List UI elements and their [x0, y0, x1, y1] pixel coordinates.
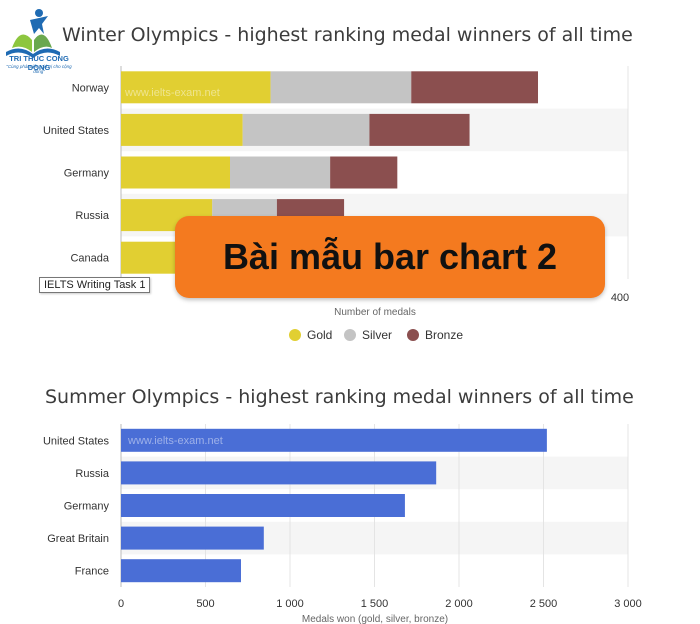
x-tick-label: 2 500 [530, 598, 558, 610]
summer-olympics-chart: United States Russia Germany Great Britain F… [43, 424, 642, 624]
bar-gold-norway [121, 71, 271, 104]
x-tick-label: 1 000 [276, 598, 304, 610]
category-label: United States [43, 435, 110, 447]
bar-bronze-germany [330, 156, 398, 189]
bar-france [121, 559, 241, 583]
winter-chart-title: Winter Olympics - highest ranking medal … [62, 24, 633, 46]
category-label: Russia [75, 468, 110, 480]
tooltip: IELTS Writing Task 1 [39, 277, 151, 293]
legend-label-gold: Gold [307, 328, 332, 342]
bar-bronze-united-states [369, 113, 470, 146]
legend-label-bronze: Bronze [425, 328, 463, 342]
category-label: Germany [64, 501, 110, 513]
x-tick-label: 3 000 [614, 598, 642, 610]
x-axis-title: Number of medals [334, 307, 416, 318]
logo-slogan: "Cùng phát triển, giá trị cho cộng đồng" [6, 64, 72, 74]
summer-chart-title: Summer Olympics - highest ranking medal … [45, 386, 634, 408]
winter-olympics-chart: Norway United States Germany Russia Canada ww… [43, 66, 629, 342]
bar-great-britain [121, 526, 264, 550]
x-axis-title: Medals won (gold, silver, bronze) [302, 614, 448, 624]
logo-icon [6, 9, 60, 58]
x-tick-label: 400 [611, 292, 629, 304]
legend-marker-bronze [407, 329, 419, 341]
category-label: Germany [64, 168, 110, 180]
x-tick-label: 1 500 [361, 598, 389, 610]
bar-bronze-norway [411, 71, 539, 104]
category-label: Norway [72, 82, 110, 94]
bar-silver-germany [230, 156, 331, 189]
category-label: Canada [70, 253, 109, 265]
bar-gold-germany [121, 156, 231, 189]
legend-marker-gold [289, 329, 301, 341]
category-label: France [75, 566, 109, 578]
bar-silver-united-states [242, 113, 370, 146]
bar-russia [121, 461, 437, 485]
legend-label-silver: Silver [362, 328, 392, 342]
category-label: United States [43, 125, 110, 137]
bar-gold-united-states [121, 113, 243, 146]
sample-banner: Bài mẫu bar chart 2 [175, 216, 605, 298]
watermark: www.ielts-exam.net [127, 435, 223, 447]
bar-germany [121, 494, 405, 517]
x-tick-label: 2 000 [445, 598, 473, 610]
bar-silver-norway [270, 71, 412, 104]
watermark: www.ielts-exam.net [124, 87, 220, 99]
category-label: Great Britain [47, 533, 109, 545]
logo-name: TRI THUC CONG DONG [9, 54, 69, 72]
bar-united-states [121, 428, 547, 452]
x-tick-label: 500 [196, 598, 214, 610]
category-label: Russia [75, 210, 110, 222]
x-tick-label: 0 [118, 598, 124, 610]
legend-marker-silver [344, 329, 356, 341]
